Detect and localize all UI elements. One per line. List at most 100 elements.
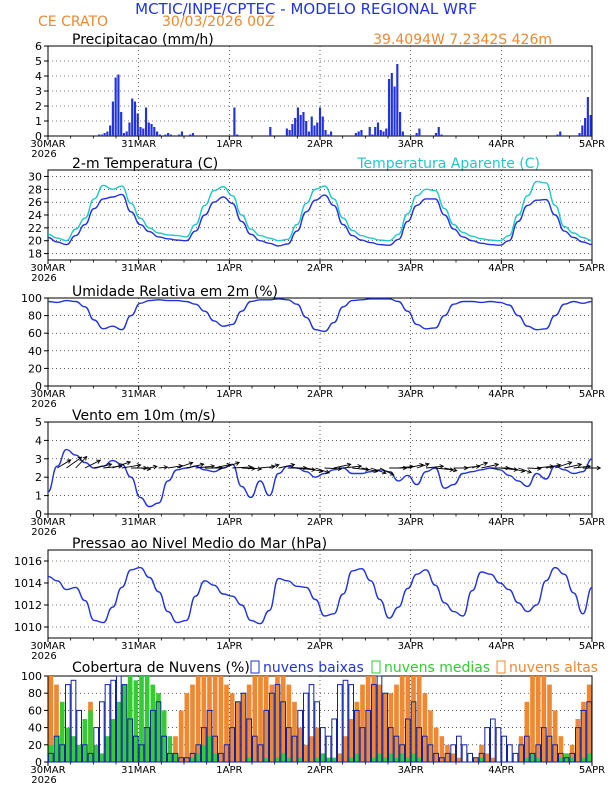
header-run: 30/03/2026 00Z [162,14,275,30]
wind-arrow-head [402,465,408,471]
precip-bar [144,107,148,136]
cloud-bar-nuvens-altas [292,701,297,762]
wind-arrow-head [537,466,542,471]
clouds-xtick-label: 30MAR [30,765,65,776]
cloud-bar-nuvens-medias [377,753,382,762]
cloud-bar-nuvens-medias [116,701,122,762]
precip-bar [401,131,404,136]
precip-bar [327,134,330,136]
temp-xtick-label: 1APR [216,263,242,274]
cloud-bar-nuvens-baixas [178,757,184,763]
precip-bar [313,125,316,136]
precip-bar [556,134,559,136]
cloud-bar-nuvens-medias [139,676,144,762]
cloud-bar-nuvens-baixas [535,744,541,763]
cloud-bar-nuvens-altas [297,727,303,762]
cloud-bar-nuvens-baixas [229,727,235,763]
precip-bar [371,134,374,136]
legend-high-label: nuvens altas [509,660,598,676]
wind-arrow [425,465,444,469]
cloud-bar-nuvens-baixas [518,744,524,763]
precip-bar [310,116,313,136]
cloud-bar-nuvens-medias [275,757,280,762]
pressure-xtick-label: 31MAR [121,641,156,652]
rh-ytick-label: 100 [21,292,42,305]
precip-ytick-label: 2 [35,100,42,113]
wind-arrow-head [424,462,430,468]
wind-xtick-label: 1APR [216,517,242,528]
wind-arrow [315,467,330,474]
wind-arrow-head [463,465,469,471]
pressure-xtick-label: 2APR [307,641,333,652]
pressure-ytick-label: 1016 [14,555,42,568]
cloud-bar-nuvens-baixas [252,735,258,763]
precip-bar [393,86,396,136]
wind-arrow [481,463,499,469]
wind-arrow-head [494,462,500,468]
wind-arrow [278,464,295,469]
cloud-bar-nuvens-baixas [393,735,400,763]
wind-xtick-label: 31MAR [121,517,156,528]
cloud-bar-nuvens-baixas [416,727,423,763]
cloud-bar-nuvens-baixas [461,744,468,763]
wind-arrow [103,465,123,469]
cloud-bar-nuvens-baixas [82,744,88,763]
wind-arrow [232,466,252,469]
cloud-bar-nuvens-medias [297,757,303,762]
cloud-bar-nuvens-altas [354,701,360,762]
cloud-bar-nuvens-baixas [371,684,377,763]
cloud-bar-nuvens-medias [535,757,541,762]
cloud-bar-nuvens-altas [535,676,541,762]
precip-bar [133,101,137,136]
precip-ytick-label: 6 [35,40,42,53]
wind-arrow-head [325,469,331,474]
cloud-bar-nuvens-altas [275,676,280,762]
clouds-panel: 30MAR 31MAR 1APR 2APR 3APR 4APR 5APR 2026 0 20 40 6… [21,670,605,786]
wind-arrow [379,467,394,476]
pressure-ytick-label: 1012 [14,599,42,612]
precip-bar [189,134,192,136]
wind-arrow-head [346,462,352,468]
wind-arrow [250,467,262,470]
cloud-bar-nuvens-altas [343,736,348,762]
temp-ytick-label: 28 [28,183,42,196]
cloud-bar-nuvens-medias [246,757,252,762]
precip-bar [584,118,587,136]
temp-title: 2-m Temperatura (C) [72,156,218,172]
wind-arrow-head [567,461,573,466]
cloud-bar-nuvens-baixas [325,735,332,763]
wind-arrow [112,461,131,469]
cloud-bar-nuvens-baixas [410,701,417,763]
cloud-bar-nuvens-baixas [586,701,592,763]
precip-bar [559,131,562,136]
precip-bar [291,124,294,136]
cloud-bar-nuvens-altas [314,727,320,762]
wind-year-label: 2026 [31,527,56,538]
wind-arrow [343,465,362,469]
cloud-bar-nuvens-baixas [235,701,241,763]
cloud-bar-nuvens-medias [263,757,269,762]
clouds-xtick-label: 31MAR [121,765,156,776]
wind-arrow [84,459,101,469]
cloud-bar-nuvens-baixas [161,735,167,763]
cloud-bar-nuvens-medias [558,757,564,762]
cloud-bar-nuvens-medias [280,753,286,762]
wind-arrow [564,463,582,469]
wind-arrow-head [235,461,241,466]
rh-xtick-label: 31MAR [121,389,156,400]
cloud-bar-nuvens-baixas [263,709,270,763]
cloud-bar-nuvens-baixas [529,752,536,763]
cloud-bar-nuvens-baixas [133,735,139,763]
temp-ytick-label: 30 [28,170,42,183]
cloud-bar-nuvens-medias [354,753,360,762]
temp-panel: 30MAR 31MAR 1APR 2APR 3APR 4APR 5APR 2026 182022… [28,169,605,284]
temp-xtick-label: 4APR [488,263,514,274]
wind-xtick-label: 4APR [488,517,514,528]
cloud-bar-nuvens-altas [286,684,292,762]
clouds-xtick-label: 3APR [398,765,424,776]
wind-ytick-label: 0 [35,508,42,521]
precip-bar [131,98,134,136]
cloud-bar-nuvens-baixas [127,718,134,763]
legend-high-box [496,660,506,674]
cloud-bar-nuvens-baixas [439,757,445,763]
